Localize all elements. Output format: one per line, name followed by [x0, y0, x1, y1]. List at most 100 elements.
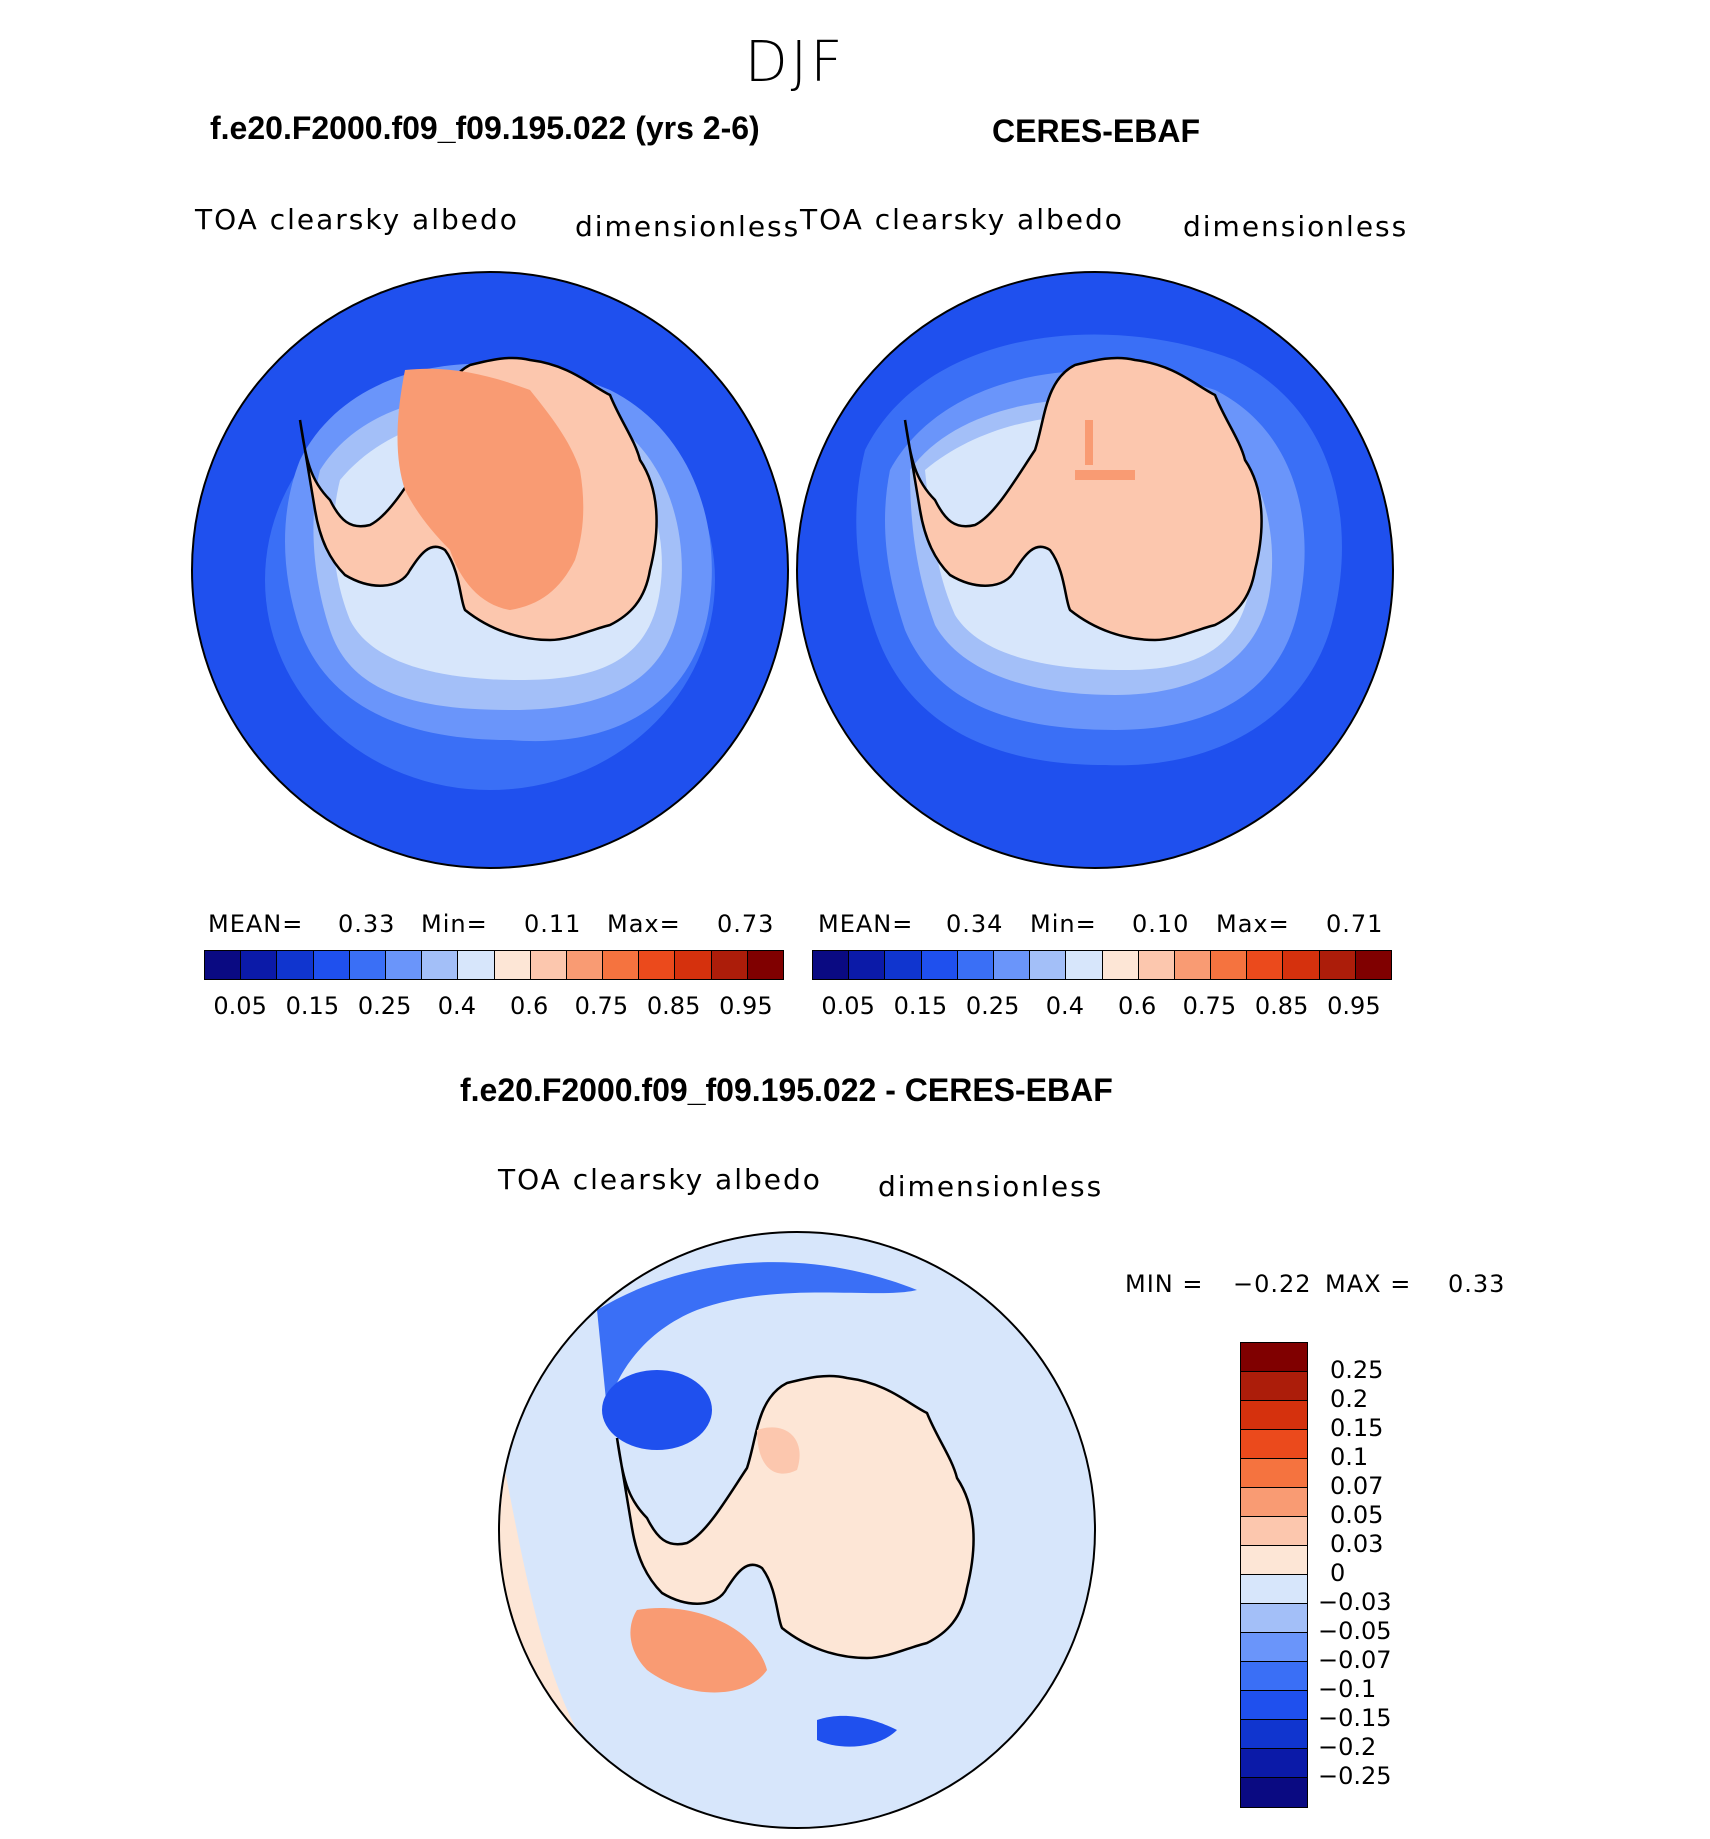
diff-colorbar-tick-label: −0.25	[1318, 1762, 1392, 1790]
diff-panel-case-title: f.e20.F2000.f09_f09.195.022 - CERES-EBAF	[460, 1072, 1113, 1108]
right-colorbar-swatch	[1283, 951, 1320, 979]
left-panel-variable-label: TOA clearsky albedo	[195, 203, 519, 236]
left-colorbar-tick-label: 0.95	[719, 992, 773, 1020]
diff-colorbar-tick-label: −0.1	[1318, 1675, 1377, 1703]
diff-colorbar-swatch	[1241, 1662, 1307, 1691]
diff-colorbar-swatch	[1241, 1459, 1307, 1488]
diff-colorbar-swatch	[1241, 1372, 1307, 1401]
diff-panel-units-label: dimensionless	[878, 1170, 1104, 1203]
right-colorbar-swatch	[1102, 951, 1139, 979]
right-min-value: 0.10	[1132, 910, 1190, 938]
left-colorbar-swatch	[747, 951, 783, 979]
left-colorbar-swatch	[639, 951, 676, 979]
left-colorbar-swatch	[494, 951, 531, 979]
right-colorbar-swatch	[1138, 951, 1175, 979]
right-colorbar-ticks: 0.05 0.15 0.25 0.4 0.6 0.75 0.85 0.95	[812, 992, 1390, 1022]
right-colorbar-swatch	[1174, 951, 1212, 979]
right-colorbar-swatch	[849, 951, 886, 979]
diff-map-pos-interior	[757, 1427, 800, 1474]
right-colorbar	[812, 950, 1392, 980]
left-min-value: 0.11	[524, 910, 582, 938]
left-colorbar-tick-label: 0.05	[213, 992, 267, 1020]
right-colorbar-swatch	[1211, 951, 1248, 979]
right-colorbar-swatch	[1247, 951, 1284, 979]
difference-polar-map	[498, 1231, 1096, 1829]
right-colorbar-swatch	[921, 951, 958, 979]
right-colorbar-swatch	[813, 951, 850, 979]
left-colorbar-swatch	[277, 951, 314, 979]
diff-colorbar-swatch	[1241, 1546, 1307, 1575]
right-max-value: 0.71	[1326, 910, 1384, 938]
left-colorbar-tick-label: 0.75	[574, 992, 629, 1020]
right-colorbar-tick-label: 0.75	[1182, 992, 1237, 1020]
diff-colorbar-tick-label: −0.05	[1318, 1617, 1392, 1645]
diff-colorbar-swatch	[1241, 1720, 1307, 1749]
right-colorbar-swatch	[993, 951, 1031, 979]
diff-colorbar-swatch	[1241, 1517, 1307, 1546]
left-colorbar-tick-label: 0.25	[357, 992, 412, 1020]
diff-map-neg-blob-2	[817, 1715, 897, 1747]
right-colorbar-tick-label: 0.25	[965, 992, 1020, 1020]
right-colorbar-swatch	[1030, 951, 1067, 979]
left-panel-units-label: dimensionless	[575, 210, 801, 243]
left-max-value: 0.73	[717, 910, 775, 938]
left-colorbar-ticks: 0.05 0.15 0.25 0.4 0.6 0.75 0.85 0.95	[204, 992, 782, 1022]
left-map-ice-sheet-high	[397, 368, 584, 610]
diff-panel-variable-label: TOA clearsky albedo	[498, 1163, 822, 1196]
left-mean-value: 0.33	[338, 910, 396, 938]
right-min-label: Min=	[1030, 910, 1097, 938]
left-colorbar-tick-label: 0.15	[285, 992, 340, 1020]
right-colorbar-swatch	[957, 951, 994, 979]
right-colorbar-swatch	[1319, 951, 1356, 979]
right-colorbar-swatch	[1066, 951, 1103, 979]
left-colorbar-swatch	[385, 951, 423, 979]
right-colorbar-swatch	[885, 951, 922, 979]
diff-colorbar-swatch	[1241, 1749, 1307, 1778]
diff-map-pos-blob	[630, 1608, 767, 1693]
left-colorbar-swatch	[313, 951, 350, 979]
diff-max-value: 0.33	[1448, 1270, 1506, 1298]
diff-colorbar-swatch	[1241, 1343, 1307, 1372]
diff-colorbar-swatch	[1241, 1691, 1307, 1720]
right-map-ice-patch-2	[1085, 420, 1093, 465]
left-panel-case-title: f.e20.F2000.f09_f09.195.022 (yrs 2-6)	[210, 110, 760, 146]
right-panel-case-title: CERES-EBAF	[992, 113, 1201, 149]
diff-colorbar-tick-label: −0.15	[1318, 1704, 1392, 1732]
left-mean-label: MEAN=	[208, 910, 304, 938]
left-colorbar-swatch	[603, 951, 640, 979]
right-colorbar-swatch	[1355, 951, 1391, 979]
diff-colorbar-swatch	[1241, 1604, 1307, 1633]
diff-min-label: MIN =	[1125, 1270, 1204, 1298]
left-colorbar-tick-label: 0.6	[510, 992, 549, 1020]
diff-colorbar-ticks: 0.25 0.2 0.15 0.1 0.07 0.05 0.03 0 −0.03 −0.05 −0.…	[1318, 1342, 1478, 1812]
diff-map-antarctica	[615, 1374, 975, 1660]
right-mean-label: MEAN=	[818, 910, 914, 938]
right-mean-value: 0.34	[946, 910, 1004, 938]
right-max-label: Max=	[1216, 910, 1290, 938]
left-colorbar-swatch	[711, 951, 748, 979]
left-colorbar-swatch	[422, 951, 459, 979]
left-max-label: Max=	[607, 910, 681, 938]
diff-colorbar-swatch	[1241, 1575, 1307, 1604]
diff-colorbar-swatch	[1241, 1633, 1307, 1662]
diff-colorbar-tick-label: 0.2	[1330, 1385, 1369, 1413]
diff-max-label: MAX =	[1325, 1270, 1412, 1298]
diff-colorbar-swatch	[1241, 1401, 1307, 1430]
right-map-antarctica-ice-sheet	[903, 356, 1263, 642]
left-colorbar-tick-label: 0.4	[437, 992, 476, 1020]
diff-colorbar-tick-label: −0.2	[1318, 1733, 1377, 1761]
left-min-label: Min=	[421, 910, 488, 938]
diff-colorbar	[1240, 1342, 1308, 1808]
right-map-ice-patch	[1075, 470, 1135, 480]
diff-colorbar-tick-label: 0.07	[1330, 1472, 1384, 1500]
left-polar-map	[191, 271, 789, 869]
diff-colorbar-tick-label: −0.07	[1318, 1646, 1392, 1674]
diff-colorbar-tick-label: −0.03	[1318, 1588, 1392, 1616]
diff-colorbar-swatch	[1241, 1430, 1307, 1459]
left-colorbar-swatch	[530, 951, 567, 979]
diff-colorbar-tick-label: 0.1	[1330, 1443, 1369, 1471]
diff-min-value: −0.22	[1233, 1270, 1312, 1298]
left-colorbar-tick-label: 0.85	[646, 992, 701, 1020]
diff-colorbar-tick-label: 0.03	[1330, 1530, 1384, 1558]
right-polar-map	[796, 271, 1394, 869]
